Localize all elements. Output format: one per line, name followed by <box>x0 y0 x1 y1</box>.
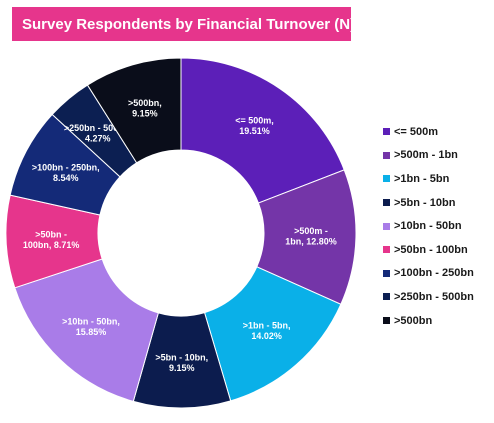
legend-swatch <box>383 246 390 254</box>
legend-item: <= 500m <box>383 120 491 144</box>
legend-label: <= 500m <box>394 125 439 138</box>
legend-label: >10bn - 50bn <box>394 220 462 233</box>
slice-data-label: >50bn -100bn, 8.71% <box>23 229 80 250</box>
donut-slice <box>86 57 182 164</box>
legend-item: >100bn - 250bn <box>383 262 491 286</box>
legend-item: >5bn - 10bn <box>383 191 491 215</box>
slice-data-label: >1bn - 5bn, 14.02% <box>243 321 291 342</box>
legend-label: >5bn - 10bn <box>394 196 456 209</box>
legend-swatch <box>383 151 390 159</box>
chart-title-banner: Survey Respondents by Financial Turnover… <box>12 7 355 41</box>
legend-swatch <box>383 317 390 325</box>
donut-slice <box>180 57 345 204</box>
slice-data-label: >10bn - 50bn, 15.85% <box>62 317 120 338</box>
legend-swatch <box>383 199 390 207</box>
slice-data-label: >250bn - 500bn, 4.27% <box>64 123 132 144</box>
slice-data-label: <= 500m, 19.51% <box>235 116 274 137</box>
legend-label: >1bn - 5bn <box>394 172 450 185</box>
legend-label: >100bn - 250bn <box>394 267 474 280</box>
legend-swatch <box>383 128 390 136</box>
legend-label: >500m - 1bn <box>394 149 458 162</box>
legend-swatch <box>383 269 390 277</box>
legend-item: >10bn - 50bn <box>383 214 491 238</box>
chart-title: Survey Respondents by Financial Turnover… <box>22 15 356 33</box>
donut-slice <box>14 258 160 402</box>
slice-data-label: >500bn, 9.15% <box>128 98 162 119</box>
legend-item: >1bn - 5bn <box>383 167 491 191</box>
legend-item: >250bn - 500bn <box>383 285 491 309</box>
legend-label: >50bn - 100bn <box>394 243 468 256</box>
legend-label: >500bn <box>394 314 433 327</box>
legend-item: >500bn <box>383 309 491 333</box>
slice-data-label: >100bn - 250bn, 8.54% <box>32 163 100 184</box>
legend-swatch <box>383 222 390 230</box>
legend-item: >50bn - 100bn <box>383 238 491 262</box>
legend-label: >250bn - 500bn <box>394 290 474 303</box>
legend-swatch <box>383 293 390 301</box>
legend-item: >500m - 1bn <box>383 144 491 168</box>
slice-data-label: >500m -1bn, 12.80% <box>285 226 337 247</box>
legend-swatch <box>383 175 390 183</box>
chart-legend: <= 500m >500m - 1bn >1bn - 5bn >5bn - 10bn >… <box>383 120 491 332</box>
slice-data-label: >5bn - 10bn, 9.15% <box>155 353 208 374</box>
